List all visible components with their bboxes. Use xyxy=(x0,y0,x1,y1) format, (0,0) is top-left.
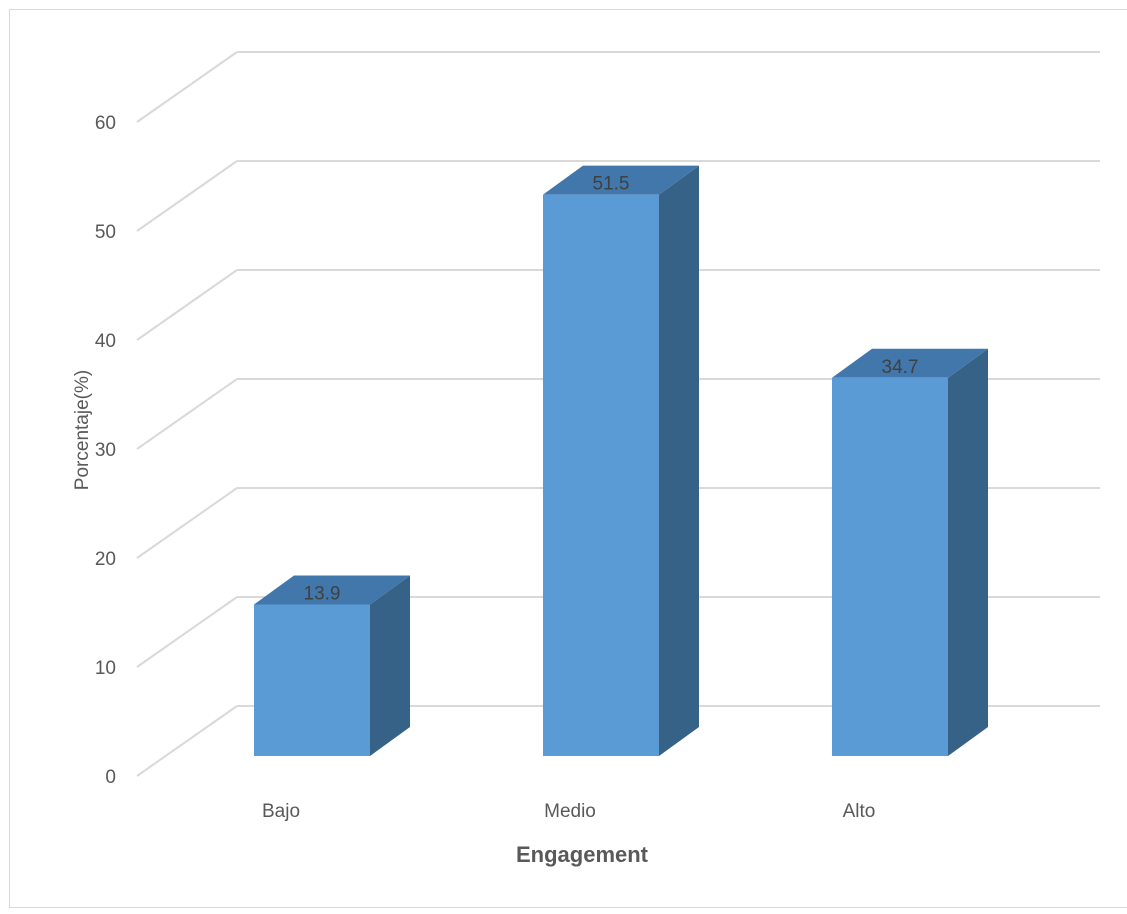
bar-front xyxy=(832,377,948,756)
bar-side xyxy=(659,165,699,756)
x-tick-label: Bajo xyxy=(262,801,300,822)
bar-alto xyxy=(832,348,988,756)
data-label: 51.5 xyxy=(593,174,630,195)
x-axis-ticks: Bajo Medio Alto xyxy=(262,801,875,822)
gridline xyxy=(136,160,1100,232)
bar-medio xyxy=(543,165,699,756)
y-axis-ticks: 0 10 20 30 40 50 60 xyxy=(95,113,116,788)
chart-svg: 0 10 20 30 40 50 60 13.9 51.5 34.7 Bajo Medio Alto… xyxy=(72,51,1100,867)
y-tick-label: 20 xyxy=(95,549,116,570)
data-labels: 13.9 51.5 34.7 xyxy=(304,174,919,605)
bar-side xyxy=(370,575,410,756)
data-label: 13.9 xyxy=(304,583,341,604)
bar-top xyxy=(254,575,410,605)
bar-front xyxy=(543,194,659,756)
y-tick-label: 10 xyxy=(95,658,116,679)
y-tick-label: 30 xyxy=(95,440,116,461)
chart-frame: 0 10 20 30 40 50 60 13.9 51.5 34.7 Bajo Medio Alto… xyxy=(9,9,1127,908)
y-tick-label: 50 xyxy=(95,222,116,243)
x-tick-label: Alto xyxy=(843,801,876,822)
bar-top xyxy=(832,348,988,378)
x-tick-label: Medio xyxy=(544,801,596,822)
data-label: 34.7 xyxy=(882,357,919,378)
y-tick-label: 60 xyxy=(95,113,116,134)
y-axis-title: Porcentaje(%) xyxy=(72,370,93,490)
bar-front xyxy=(254,604,370,756)
y-tick-label: 40 xyxy=(95,331,116,352)
bar-top xyxy=(543,165,699,195)
bars xyxy=(254,165,988,756)
bar-side xyxy=(948,348,988,756)
gridline xyxy=(136,51,1100,123)
y-tick-label: 0 xyxy=(105,767,116,788)
bar-bajo xyxy=(254,575,410,756)
x-axis-title: Engagement xyxy=(516,842,649,867)
